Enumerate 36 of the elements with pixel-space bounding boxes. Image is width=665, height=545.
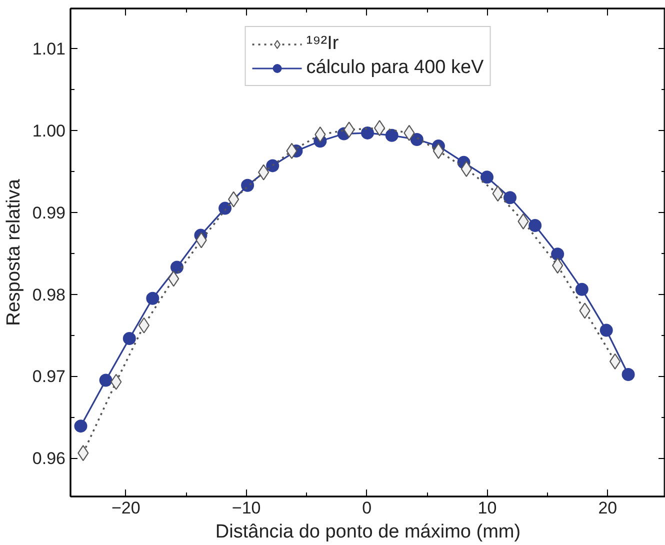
y-tick-label: 1.00 — [32, 122, 66, 140]
x-tick-label: 10 — [478, 498, 497, 518]
legend-label: ¹⁹²Ir — [306, 33, 339, 55]
x-tick-label: −20 — [111, 498, 140, 518]
point — [74, 420, 88, 433]
y-axis-title: Resposta relativa — [3, 178, 24, 326]
point — [385, 128, 398, 142]
x-tick-label: 20 — [598, 498, 618, 518]
point — [218, 202, 232, 215]
y-tick-label: 0.98 — [32, 285, 66, 304]
y-tick-label: 0.96 — [32, 449, 66, 468]
point — [241, 178, 254, 192]
y-tick-label: 1.01 — [32, 40, 66, 59]
y-tick-label: 0.97 — [32, 367, 66, 386]
point — [600, 324, 613, 337]
legend-label: cálculo para 400 keV — [306, 57, 484, 79]
point — [528, 218, 542, 232]
point — [361, 126, 374, 140]
point — [609, 353, 621, 370]
point — [504, 191, 517, 204]
x-axis-title: Distância do ponto de máximo (mm) — [215, 522, 521, 542]
point — [575, 282, 588, 296]
point — [622, 368, 635, 381]
point — [480, 170, 494, 184]
y-tick-label: 0.99 — [32, 203, 66, 222]
point — [138, 317, 150, 334]
point — [410, 133, 424, 146]
x-tick-label: −10 — [232, 498, 261, 518]
point — [122, 332, 136, 345]
point — [170, 260, 184, 274]
point — [551, 248, 564, 261]
point — [146, 292, 160, 305]
point — [432, 142, 444, 160]
point — [266, 159, 280, 172]
x-tick-label: 0 — [362, 498, 372, 518]
point — [99, 374, 112, 387]
